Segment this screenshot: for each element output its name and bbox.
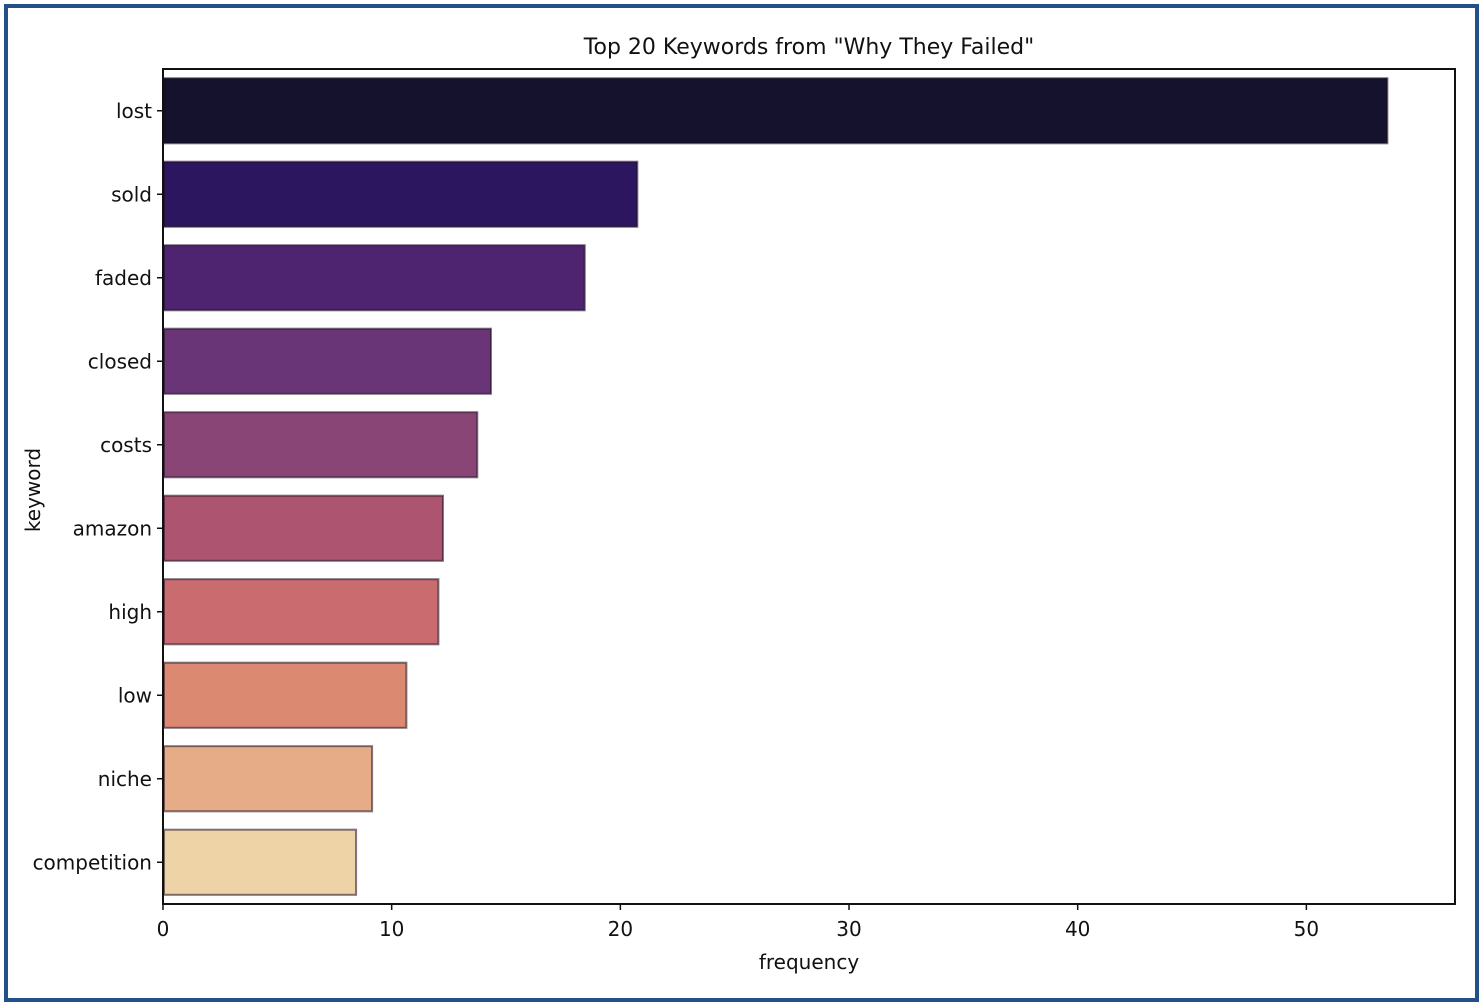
plot-area-border — [162, 68, 1456, 905]
bar-closed — [163, 327, 493, 395]
x-axis-label: frequency — [759, 950, 859, 974]
bar-competition — [163, 828, 358, 896]
y-tick-label: sold — [111, 182, 152, 206]
y-tick-label: niche — [98, 767, 152, 791]
x-tick-label: 40 — [1065, 917, 1090, 941]
x-tick-label: 10 — [379, 917, 404, 941]
x-tick-label: 20 — [608, 917, 633, 941]
bars-group — [163, 77, 1389, 896]
y-tick-label: closed — [88, 349, 152, 373]
bar-high — [163, 578, 440, 646]
y-axis-ticks: lost sold faded closed costs amazon high low nic… — [33, 99, 163, 874]
bar-niche — [163, 745, 374, 813]
y-tick-label: costs — [100, 433, 152, 457]
x-tick-label: 50 — [1294, 917, 1319, 941]
x-tick-label: 30 — [836, 917, 861, 941]
y-axis-label: keyword — [21, 448, 45, 532]
x-axis-ticks: 0 10 20 30 40 50 — [157, 904, 1319, 941]
bar-low — [163, 661, 408, 729]
y-tick-label: faded — [95, 266, 152, 290]
y-tick-label: competition — [33, 850, 152, 874]
bar-sold — [163, 160, 639, 228]
bar-costs — [163, 411, 479, 479]
bar-amazon — [163, 494, 444, 562]
y-tick-label: low — [118, 683, 152, 707]
bar-faded — [163, 244, 586, 312]
y-tick-label: high — [108, 600, 152, 624]
y-tick-label: amazon — [73, 516, 152, 540]
x-tick-label: 0 — [157, 917, 170, 941]
chart-title: Top 20 Keywords from "Why They Failed" — [583, 35, 1034, 60]
bar-lost — [163, 77, 1389, 145]
y-tick-label: lost — [116, 99, 152, 123]
